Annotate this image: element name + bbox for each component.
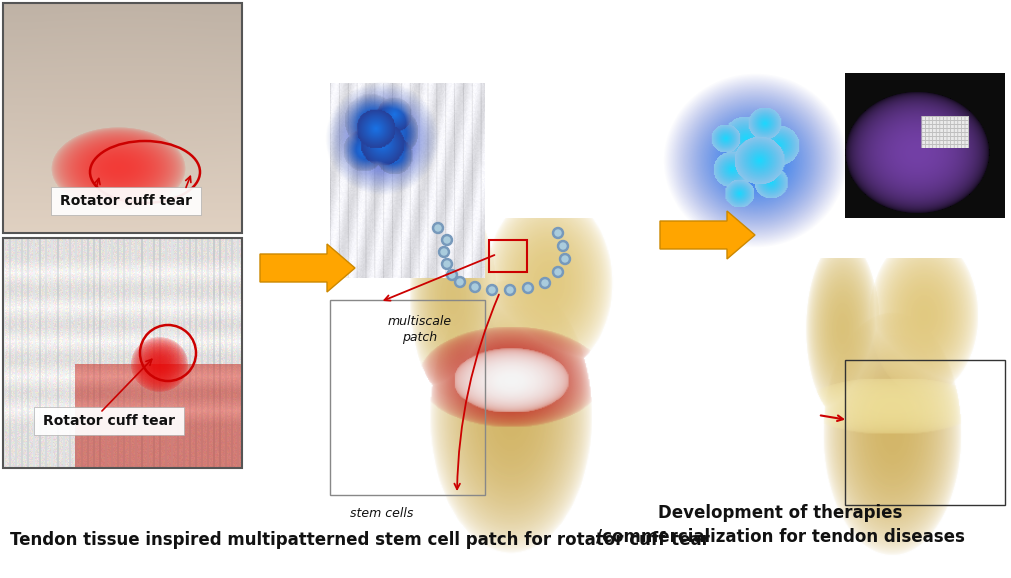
FancyBboxPatch shape: [34, 407, 184, 435]
Circle shape: [489, 287, 495, 293]
Circle shape: [555, 269, 561, 275]
Text: stem cells: stem cells: [351, 507, 413, 520]
FancyArrow shape: [660, 211, 755, 259]
FancyBboxPatch shape: [51, 187, 201, 215]
Circle shape: [507, 287, 513, 293]
Circle shape: [555, 230, 561, 236]
Circle shape: [449, 272, 455, 278]
Circle shape: [444, 237, 450, 243]
Circle shape: [442, 258, 453, 269]
Circle shape: [435, 225, 441, 231]
Text: Rotator cuff tear: Rotator cuff tear: [43, 414, 175, 428]
Bar: [489, 240, 527, 272]
Circle shape: [552, 228, 563, 239]
Circle shape: [472, 284, 478, 290]
Text: multiscale
patch: multiscale patch: [388, 315, 452, 344]
Circle shape: [523, 283, 534, 294]
Circle shape: [504, 284, 516, 295]
Circle shape: [439, 246, 450, 258]
Circle shape: [441, 249, 447, 255]
FancyArrow shape: [260, 244, 355, 292]
Circle shape: [552, 266, 563, 277]
Bar: [3, 3, 242, 233]
Circle shape: [562, 256, 568, 262]
Bar: [845, 360, 1005, 505]
Circle shape: [540, 277, 551, 288]
Circle shape: [525, 285, 531, 291]
Circle shape: [433, 223, 444, 234]
Bar: [330, 300, 485, 495]
Circle shape: [542, 280, 548, 286]
Text: Tendon tissue inspired multipatterned stem cell patch for rotator cuff tear: Tendon tissue inspired multipatterned st…: [10, 531, 710, 549]
Circle shape: [486, 284, 497, 295]
Circle shape: [457, 279, 463, 285]
Bar: [3, 238, 242, 468]
Circle shape: [557, 240, 568, 251]
Circle shape: [447, 269, 458, 280]
Circle shape: [559, 254, 570, 265]
Text: Development of therapies
/commercialization for tendon diseases: Development of therapies /commercializat…: [595, 504, 964, 546]
Circle shape: [560, 243, 566, 249]
Circle shape: [455, 276, 465, 287]
Text: Rotator cuff tear: Rotator cuff tear: [60, 194, 192, 208]
Circle shape: [469, 281, 480, 292]
Circle shape: [444, 261, 450, 267]
Circle shape: [442, 235, 453, 246]
